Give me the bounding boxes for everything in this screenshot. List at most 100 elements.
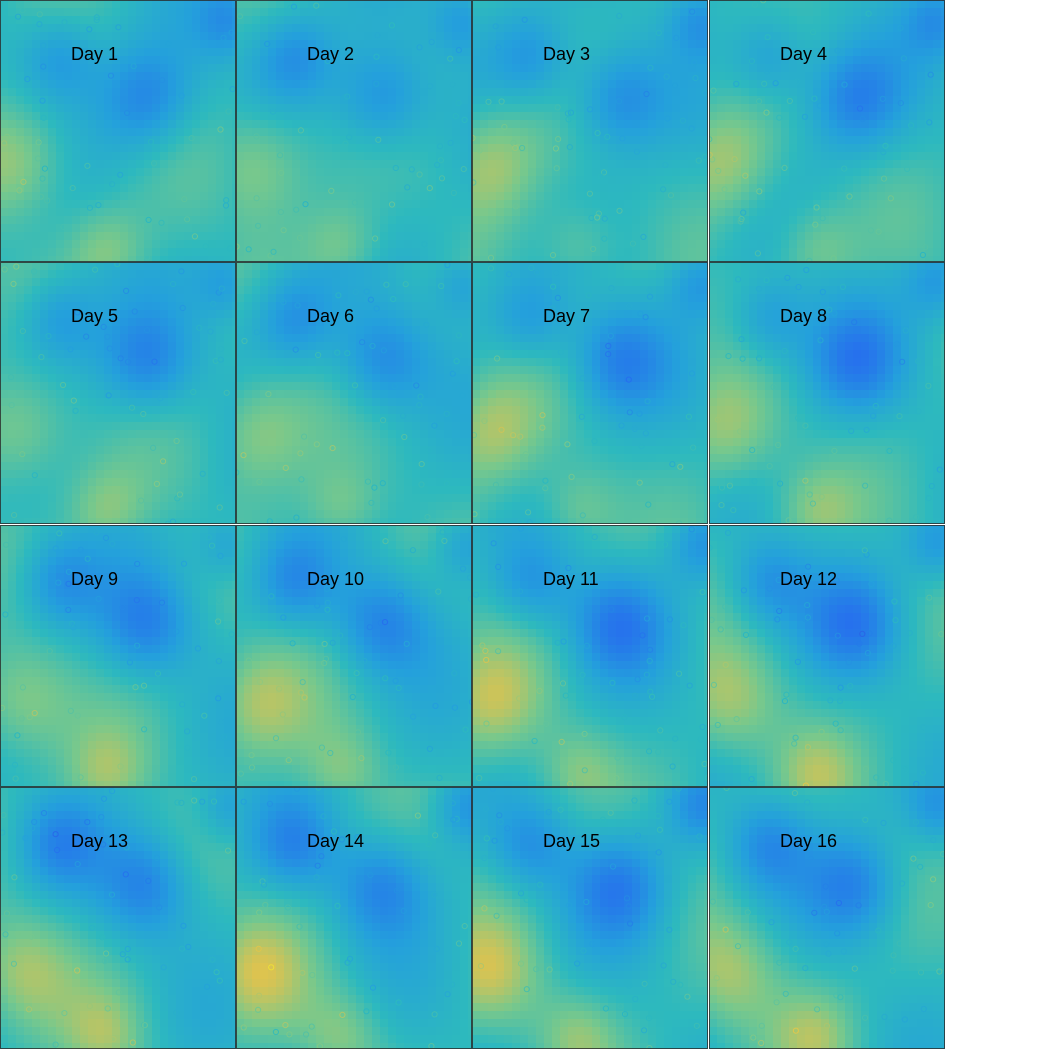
heatmap-cell xyxy=(332,240,341,249)
heatmap-cell xyxy=(909,240,918,249)
heatmap-cell xyxy=(332,48,341,57)
heatmap-cell xyxy=(877,0,886,9)
heatmap-cell xyxy=(749,248,758,257)
heatmap-cell xyxy=(552,80,561,89)
heatmap-cell xyxy=(316,168,325,177)
heatmap-cell xyxy=(356,56,365,65)
heatmap-cell xyxy=(128,430,137,439)
heatmap-cell xyxy=(504,8,513,17)
heatmap-cell xyxy=(388,128,397,137)
heatmap-cell xyxy=(704,232,708,241)
heatmap-cell xyxy=(192,390,201,399)
heatmap-cell xyxy=(917,176,926,185)
heatmap-cell xyxy=(877,152,886,161)
heatmap-cell xyxy=(741,152,750,161)
heatmap-cell xyxy=(200,160,209,169)
heatmap-cell xyxy=(16,430,25,439)
scatter-marker xyxy=(597,173,604,180)
heatmap-cell xyxy=(208,326,217,335)
heatmap-cell xyxy=(356,184,365,193)
heatmap-cell xyxy=(656,168,665,177)
scatter-marker xyxy=(217,126,224,133)
heatmap-cell xyxy=(544,200,553,209)
heatmap-cell xyxy=(592,224,601,233)
heatmap-cell xyxy=(120,454,129,463)
heatmap-cell xyxy=(192,286,201,295)
heatmap-cell xyxy=(436,216,445,225)
heatmap-cell xyxy=(192,262,201,271)
heatmap-cell xyxy=(96,462,105,471)
heatmap-cell xyxy=(757,184,766,193)
heatmap-cell xyxy=(821,128,830,137)
heatmap-cell xyxy=(853,160,862,169)
heatmap-cell xyxy=(152,342,161,351)
heatmap-cell xyxy=(696,0,705,9)
heatmap-cell xyxy=(308,208,317,217)
scatter-marker xyxy=(20,178,27,185)
heatmap-cell xyxy=(933,24,942,33)
heatmap-cell xyxy=(925,216,934,225)
heatmap-cell xyxy=(104,326,113,335)
heatmap-cell xyxy=(16,294,25,303)
heatmap-cell xyxy=(216,168,225,177)
heatmap-cell xyxy=(797,240,806,249)
heatmap-cell xyxy=(32,192,41,201)
heatmap-cell xyxy=(688,216,697,225)
heatmap-cell xyxy=(308,56,317,65)
heatmap-cell xyxy=(388,192,397,201)
heatmap-cell xyxy=(192,366,201,375)
heatmap-cell xyxy=(781,152,790,161)
heatmap-cell xyxy=(733,248,742,257)
scatter-marker xyxy=(897,24,904,31)
heatmap-cell xyxy=(608,48,617,57)
scatter-marker xyxy=(879,95,886,102)
heatmap-cell xyxy=(0,398,9,407)
heatmap-cell xyxy=(128,0,137,9)
heatmap-cell xyxy=(112,318,121,327)
heatmap-cell xyxy=(528,16,537,25)
heatmap-cell xyxy=(444,48,453,57)
heatmap-cell xyxy=(696,232,705,241)
heatmap-cell xyxy=(144,72,153,81)
heatmap-cell xyxy=(640,48,649,57)
heatmap-cell xyxy=(16,438,25,447)
heatmap-cell xyxy=(909,160,918,169)
heatmap-cell xyxy=(208,80,217,89)
heatmap-cell xyxy=(0,256,9,262)
heatmap-cell xyxy=(436,8,445,17)
heatmap-cell xyxy=(136,326,145,335)
scatter-marker xyxy=(756,188,763,195)
heatmap-cell xyxy=(941,0,945,9)
heatmap-cell xyxy=(356,152,365,161)
heatmap-cell xyxy=(568,152,577,161)
heatmap-cell xyxy=(789,152,798,161)
heatmap-cell xyxy=(276,216,285,225)
heatmap-cell xyxy=(64,430,73,439)
heatmap-cell xyxy=(168,48,177,57)
heatmap-cell xyxy=(688,248,697,257)
heatmap-cell xyxy=(709,160,718,169)
heatmap-cell xyxy=(396,128,405,137)
heatmap-cell xyxy=(741,32,750,41)
heatmap-cell xyxy=(308,112,317,121)
heatmap-cell xyxy=(252,104,261,113)
heatmap-cell xyxy=(757,224,766,233)
heatmap-cell xyxy=(232,390,236,399)
heatmap-cell xyxy=(192,334,201,343)
heatmap-cell xyxy=(8,208,17,217)
heatmap-cell xyxy=(356,80,365,89)
heatmap-cell xyxy=(560,8,569,17)
heatmap-cell xyxy=(356,176,365,185)
heatmap-cell xyxy=(224,350,233,359)
heatmap-cell xyxy=(144,374,153,383)
heatmap-cell xyxy=(632,240,641,249)
heatmap-cell xyxy=(136,192,145,201)
heatmap-cell xyxy=(480,104,489,113)
heatmap-cell xyxy=(552,256,561,262)
heatmap-cell xyxy=(388,168,397,177)
heatmap-cell xyxy=(88,382,97,391)
heatmap-cell xyxy=(168,270,177,279)
heatmap-cell xyxy=(656,248,665,257)
scatter-marker xyxy=(856,105,864,112)
heatmap-cell xyxy=(436,72,445,81)
